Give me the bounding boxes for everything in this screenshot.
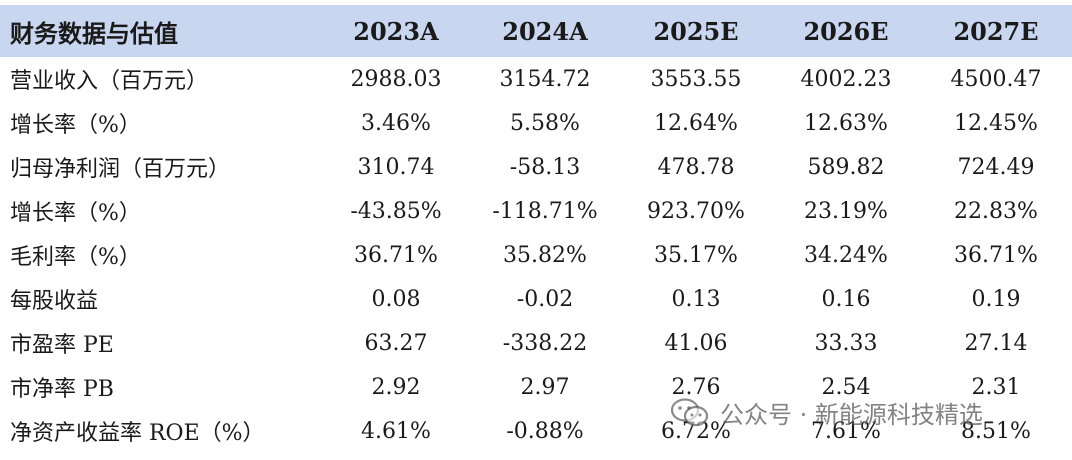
cell-value: 41.06 (664, 330, 728, 356)
table-row: 营业收入（百万元） 2988.03 3154.72 3553.55 4002.2… (0, 57, 1072, 101)
cell-value: 7.61% (811, 418, 881, 444)
row-label: 归母净利润（百万元） (10, 157, 231, 182)
cell-value: 12.45% (954, 110, 1038, 136)
cell-value: 36.71% (954, 242, 1038, 268)
cell-value: 2988.03 (350, 66, 442, 92)
financial-table: 财务数据与估值 2023A 2024A 2025E 2026E 2027E 营业… (0, 5, 1072, 453)
cell-value: 4002.23 (800, 66, 892, 92)
table-row: 市盈率 PE 63.27 -338.22 41.06 33.33 27.14 (0, 321, 1072, 365)
cell-value: 3154.72 (499, 66, 591, 92)
header-2025e: 2025E (653, 16, 739, 46)
cell-value: 63.27 (364, 330, 428, 356)
cell-value: 0.08 (371, 286, 421, 312)
watermark: 公众号 · 新能源科技精选 (670, 395, 983, 430)
cell-value: 478.78 (657, 154, 735, 180)
cell-value: 8.51% (961, 418, 1031, 444)
row-label: 市盈率 PE (10, 333, 114, 358)
cell-value: -118.71% (492, 198, 598, 224)
cell-value: 2.92 (371, 374, 421, 400)
cell-value: 12.64% (654, 110, 738, 136)
wechat-icon (670, 397, 709, 426)
header-label: 财务数据与估值 (10, 18, 178, 48)
cell-value: -338.22 (502, 330, 588, 356)
row-label: 增长率（%） (10, 201, 141, 226)
cell-value: 3553.55 (650, 66, 742, 92)
row-label: 毛利率（%） (10, 245, 141, 270)
cell-value: 0.16 (821, 286, 871, 312)
row-label: 营业收入（百万元） (10, 69, 209, 94)
cell-value: 2.31 (971, 374, 1021, 400)
cell-value: 27.14 (964, 330, 1028, 356)
cell-value: 0.19 (971, 286, 1021, 312)
cell-value: 23.19% (804, 198, 888, 224)
cell-value: 0.13 (671, 286, 721, 312)
row-label: 市净率 PB (10, 377, 114, 402)
cell-value: 2.54 (821, 374, 871, 400)
header-2027e: 2027E (953, 16, 1039, 46)
table-row: 每股收益 0.08 -0.02 0.13 0.16 0.19 (0, 277, 1072, 321)
table-row: 毛利率（%） 36.71% 35.82% 35.17% 34.24% 36.71… (0, 233, 1072, 277)
cell-value: 36.71% (354, 242, 438, 268)
cell-value: 34.24% (804, 242, 888, 268)
cell-value: 35.82% (503, 242, 587, 268)
table-row: 净资产收益率 ROE（%） 4.61% -0.88% 6.72% 7.61% 8… (0, 409, 1072, 453)
cell-value: 35.17% (654, 242, 738, 268)
cell-value: 923.70% (647, 198, 745, 224)
cell-value: 12.63% (804, 110, 888, 136)
table-row: 市净率 PB 2.92 2.97 2.76 2.54 2.31 (0, 365, 1072, 409)
header-2026e: 2026E (803, 16, 889, 46)
row-label: 每股收益 (10, 289, 99, 314)
table-header: 财务数据与估值 2023A 2024A 2025E 2026E 2027E (0, 5, 1072, 57)
row-label: 净资产收益率 ROE（%） (10, 421, 265, 446)
cell-value: 2.76 (671, 374, 721, 400)
cell-value: 22.83% (954, 198, 1038, 224)
cell-value: 310.74 (357, 154, 435, 180)
row-label: 增长率（%） (10, 113, 141, 138)
cell-value: 5.58% (510, 110, 580, 136)
header-2023a: 2023A (353, 16, 439, 46)
cell-value: -58.13 (509, 154, 581, 180)
cell-value: 33.33 (814, 330, 878, 356)
cell-value: 724.49 (957, 154, 1035, 180)
cell-value: -0.02 (516, 286, 574, 312)
table-row: 增长率（%） 3.46% 5.58% 12.64% 12.63% 12.45% (0, 101, 1072, 145)
cell-value: -0.88% (506, 418, 584, 444)
cell-value: 2.97 (520, 374, 570, 400)
watermark-text: 公众号 · 新能源科技精选 (720, 401, 983, 429)
cell-value: 4.61% (361, 418, 431, 444)
cell-value: -43.85% (350, 198, 442, 224)
cell-value: 4500.47 (950, 66, 1042, 92)
table-row: 增长率（%） -43.85% -118.71% 923.70% 23.19% 2… (0, 189, 1072, 233)
cell-value: 3.46% (361, 110, 431, 136)
table-row: 归母净利润（百万元） 310.74 -58.13 478.78 589.82 7… (0, 145, 1072, 189)
cell-value: 589.82 (807, 154, 885, 180)
header-2024a: 2024A (502, 16, 588, 46)
